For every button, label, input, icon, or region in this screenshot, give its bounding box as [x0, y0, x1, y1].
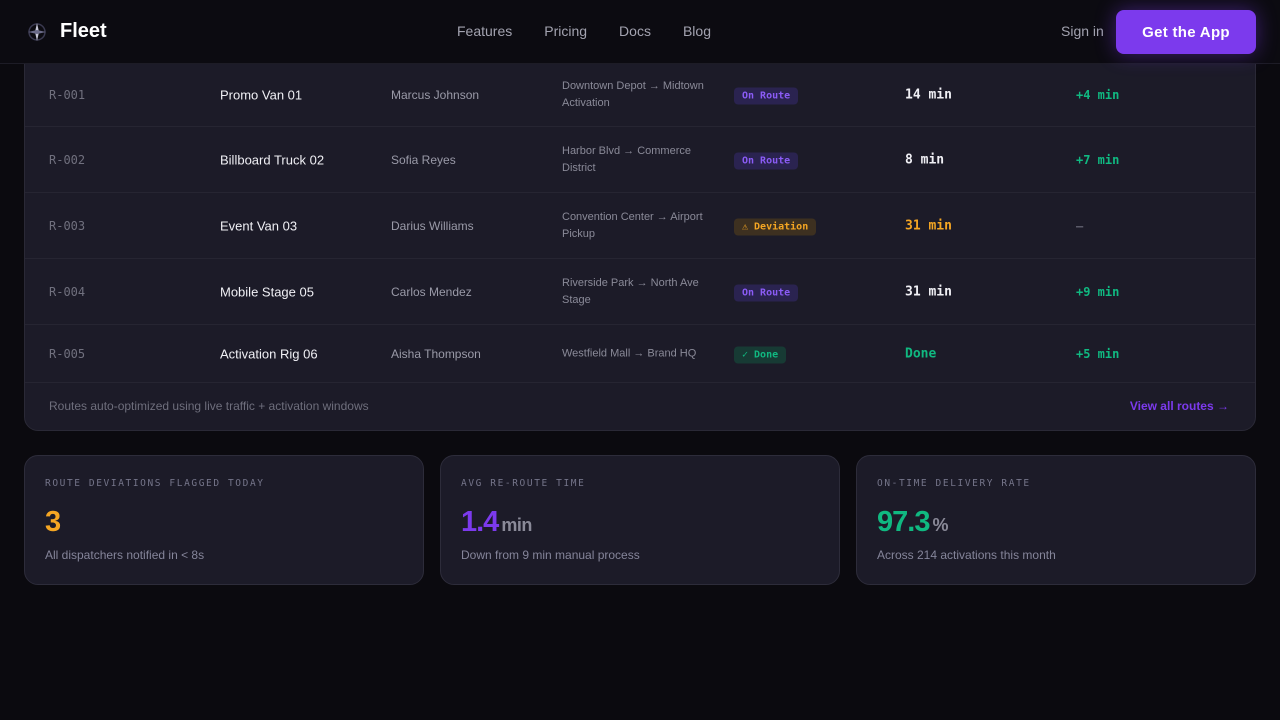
status-label: On Route [734, 152, 799, 169]
table-row[interactable]: R-002 Billboard Truck 02 Sofia Reyes Har… [25, 127, 1255, 193]
route-path: Harbor Blvd → Commerce District [562, 144, 691, 174]
view-all-routes-link[interactable]: View all routes → [1129, 399, 1229, 413]
driver-name: Darius Williams [391, 218, 474, 233]
route-path: Riverside Park → North Ave Stage [562, 276, 699, 306]
brand-logo[interactable]: Fleet [26, 20, 107, 43]
driver-name: Carlos Mendez [391, 284, 472, 299]
route-id: R-004 [49, 284, 86, 299]
status-badge: On Route [734, 85, 799, 104]
vehicle-name: Event Van 03 [220, 218, 298, 233]
buffer-value: +4 min [1076, 87, 1120, 102]
optimization-note: Routes auto-optimized using live traffic… [49, 399, 369, 413]
sign-in-link[interactable]: Sign in [1061, 23, 1104, 39]
stat-subtext: All dispatchers notified in < 8s [45, 548, 205, 562]
stat-value: 1.4 [461, 506, 499, 538]
status-badge: On Route [734, 150, 799, 169]
eta-value: 14 min [905, 87, 952, 102]
top-nav: Fleet Features Pricing Docs Blog Sign in… [0, 0, 1280, 64]
stat-value: 97.3 [877, 506, 930, 538]
status-badge: On Route [734, 282, 799, 301]
vehicle-name: Promo Van 01 [220, 87, 303, 102]
stat-card: AVG RE-ROUTE TIME 1.4 min Down from 9 min… [440, 455, 840, 585]
buffer-value: +9 min [1076, 284, 1120, 299]
nav-blog[interactable]: Blog [682, 23, 711, 39]
stat-card: ON-TIME DELIVERY RATE 97.3% Across 214 a… [856, 455, 1256, 585]
stat-subtext: Across 214 activations this month [877, 548, 1056, 562]
table-row[interactable]: R-003 Event Van 03 Darius Williams Conve… [25, 193, 1255, 259]
nav-docs[interactable]: Docs [619, 23, 651, 39]
get-app-button[interactable]: Get the App [1116, 10, 1256, 54]
eta-value: Done [905, 346, 937, 361]
route-path: Downtown Depot → Midtown Activation [562, 79, 704, 109]
vehicle-name: Activation Rig 06 [220, 346, 318, 361]
driver-name: Marcus Johnson [391, 87, 480, 102]
stat-unit: % [932, 515, 948, 535]
route-id: R-003 [49, 218, 86, 233]
main-nav: Features Pricing Docs Blog [457, 23, 711, 39]
stat-label: ON-TIME DELIVERY RATE [877, 478, 1031, 489]
nav-pricing[interactable]: Pricing [544, 23, 588, 39]
route-path: Convention Center → Airport Pickup [562, 210, 703, 240]
status-badge: ⚠ Deviation [734, 216, 817, 235]
vehicle-name: Mobile Stage 05 [220, 284, 314, 299]
status-label: On Route [734, 284, 799, 301]
routes-table: R-001 Promo Van 01 Marcus Johnson Downto… [24, 30, 1256, 431]
buffer-value: +7 min [1076, 152, 1120, 167]
stat-unit: min [501, 515, 532, 535]
status-label: On Route [734, 87, 799, 104]
nav-features[interactable]: Features [457, 23, 513, 39]
status-label: ⚠ Deviation [734, 218, 817, 235]
table-row[interactable]: R-001 Promo Van 01 Marcus Johnson Downto… [25, 63, 1255, 127]
route-path: Westfield Mall → Brand HQ [562, 347, 697, 359]
stat-subtext: Down from 9 min manual process [461, 548, 640, 562]
eta-value: 31 min [905, 284, 952, 299]
table-row[interactable]: R-004 Mobile Stage 05 Carlos Mendez Rive… [25, 259, 1255, 325]
stat-label: AVG RE-ROUTE TIME [461, 478, 586, 489]
buffer-value: +5 min [1076, 346, 1120, 361]
status-label: ✓ Done [734, 346, 787, 363]
driver-name: Aisha Thompson [391, 346, 481, 361]
route-id: R-002 [49, 152, 86, 167]
stat-label: ROUTE DEVIATIONS FLAGGED TODAY [45, 478, 265, 489]
compass-icon [28, 22, 46, 41]
table-row[interactable]: R-005 Activation Rig 06 Aisha Thompson W… [25, 325, 1255, 383]
vehicle-name: Billboard Truck 02 [220, 152, 325, 167]
route-id: R-005 [49, 346, 86, 361]
stat-value: 3 [45, 506, 61, 538]
eta-value: 31 min [905, 218, 952, 233]
eta-value: 8 min [905, 152, 945, 167]
brand-name: Fleet [60, 20, 107, 42]
stat-card: ROUTE DEVIATIONS FLAGGED TODAY 3 All dis… [24, 455, 424, 585]
route-id: R-001 [49, 87, 86, 102]
driver-name: Sofia Reyes [391, 152, 456, 167]
status-badge: ✓ Done [734, 344, 787, 363]
buffer-value: — [1076, 218, 1084, 233]
